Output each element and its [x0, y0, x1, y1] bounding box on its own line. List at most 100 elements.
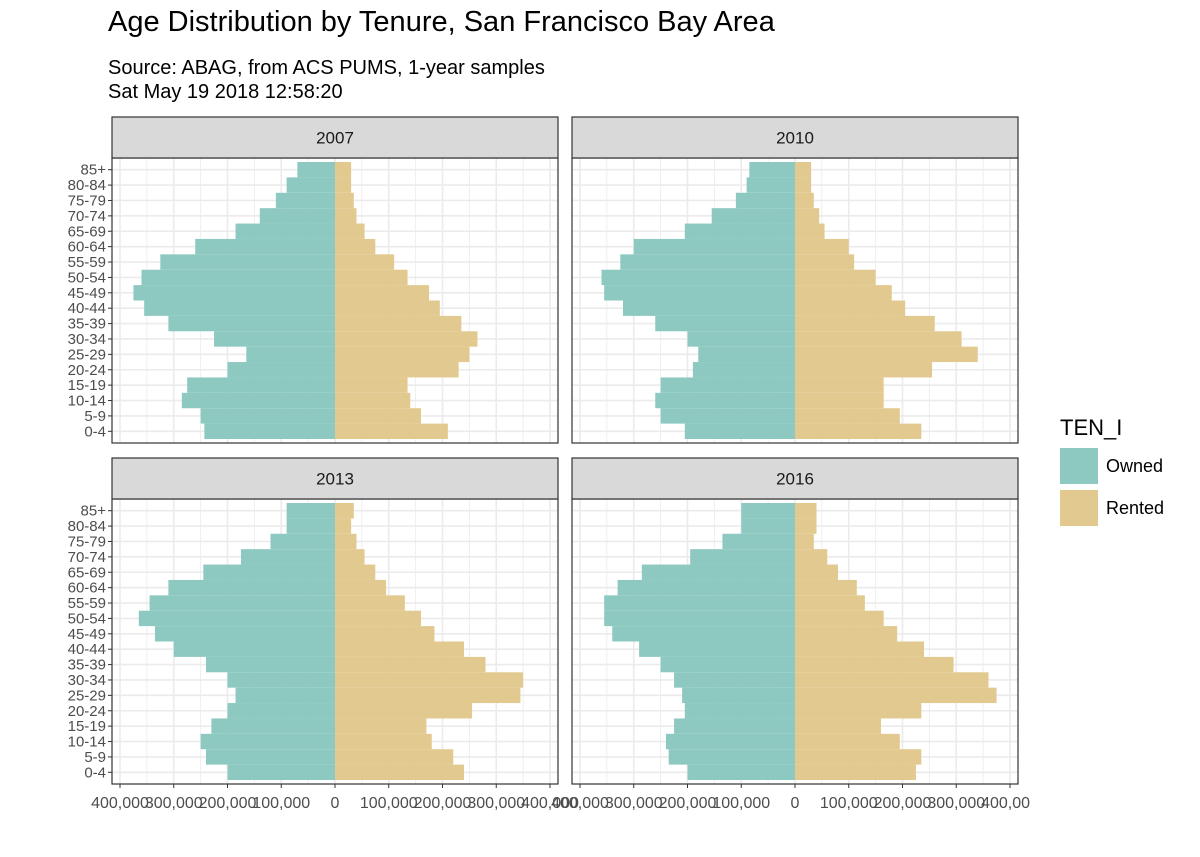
- bar-rented-2010-35-39: [795, 315, 935, 332]
- y-tick-label: 40-44: [68, 300, 106, 317]
- facet-panel-2007: 2007 0-45-910-1415-1920-2425-2930-3435-39…: [68, 116, 559, 444]
- y-tick-label: 55-59: [68, 254, 106, 271]
- bar-owned-2007-65-69: [235, 223, 335, 239]
- x-tick-label: 100,000: [712, 795, 770, 812]
- legend-key-owned: [1060, 448, 1098, 484]
- bar-rented-2007-40-44: [335, 300, 440, 316]
- y-tick-label: 20-24: [68, 703, 106, 720]
- bar-owned-2007-25-29: [246, 346, 335, 363]
- bar-owned-2013-75-79: [270, 533, 335, 550]
- bar-rented-2016-80-84: [795, 518, 817, 534]
- bar-rented-2010-60-64: [795, 238, 849, 255]
- bar-owned-2007-20-24: [227, 362, 335, 378]
- bar-owned-2013-0-4: [227, 764, 335, 780]
- bar-owned-2010-75-79: [735, 192, 795, 209]
- bar-owned-2010-50-54: [601, 269, 795, 286]
- y-tick-label: 75-79: [68, 533, 106, 550]
- bar-rented-2007-55-59: [335, 254, 395, 270]
- bar-rented-2010-25-29: [795, 346, 978, 363]
- bar-rented-2010-80-84: [795, 177, 812, 193]
- facet-strip-label: 2013: [316, 470, 354, 489]
- bar-rented-2016-55-59: [795, 595, 865, 611]
- bar-owned-2013-5-9: [206, 749, 335, 765]
- bar-owned-2010-55-59: [620, 254, 795, 270]
- facet-strip: [571, 457, 1019, 500]
- bar-rented-2010-0-4: [795, 423, 922, 439]
- bar-rented-2013-30-34: [335, 672, 524, 688]
- bar-owned-2007-40-44: [144, 300, 335, 316]
- bar-rented-2016-15-19: [795, 718, 881, 734]
- facet-panel-2010: 2010: [571, 116, 1019, 444]
- facet-strip: [111, 116, 559, 159]
- legend-key-rented: [1060, 490, 1098, 526]
- bar-rented-2016-60-64: [795, 579, 857, 596]
- bar-rented-2013-45-49: [335, 626, 435, 642]
- bar-rented-2007-25-29: [335, 346, 470, 363]
- bar-owned-2007-45-49: [133, 285, 335, 301]
- bar-owned-2013-20-24: [227, 703, 335, 719]
- bar-rented-2013-65-69: [335, 564, 376, 580]
- bar-rented-2016-50-54: [795, 610, 884, 627]
- legend-item-rented: Rented: [1060, 489, 1164, 527]
- subtitle-source: Source: ABAG, from ACS PUMS, 1-year samp…: [108, 57, 545, 79]
- bar-owned-2010-0-4: [684, 423, 795, 439]
- bar-owned-2010-30-34: [687, 331, 795, 347]
- bar-rented-2013-40-44: [335, 641, 464, 657]
- bar-owned-2010-85+: [749, 162, 795, 178]
- y-tick-label: 35-39: [68, 316, 106, 333]
- bar-owned-2016-40-44: [639, 641, 795, 657]
- bar-rented-2013-15-19: [335, 718, 427, 734]
- y-tick-label: 70-74: [68, 208, 106, 225]
- bar-owned-2007-10-14: [181, 392, 335, 409]
- bar-owned-2016-0-4: [687, 764, 795, 780]
- bar-owned-2010-60-64: [633, 238, 795, 255]
- bar-rented-2010-70-74: [795, 208, 820, 224]
- bar-rented-2013-85+: [335, 503, 354, 519]
- bar-owned-2007-60-64: [195, 238, 335, 255]
- facet-strip-label: 2016: [776, 470, 814, 489]
- bar-rented-2007-70-74: [335, 208, 357, 224]
- x-tick-label: 100,000: [252, 795, 310, 812]
- bar-owned-2016-65-69: [641, 564, 795, 580]
- facet-strip-label: 2010: [776, 129, 814, 148]
- bar-owned-2010-70-74: [711, 208, 795, 224]
- bar-rented-2007-10-14: [335, 392, 411, 409]
- y-tick-label: 10-14: [68, 393, 106, 410]
- bar-rented-2010-55-59: [795, 254, 855, 270]
- bar-rented-2013-50-54: [335, 610, 421, 627]
- bar-rented-2016-70-74: [795, 549, 828, 565]
- bar-rented-2007-85+: [335, 162, 352, 178]
- bar-owned-2016-70-74: [690, 549, 795, 565]
- bar-rented-2010-65-69: [795, 223, 825, 239]
- bar-rented-2007-30-34: [335, 331, 478, 347]
- bar-owned-2016-60-64: [617, 579, 795, 596]
- bar-rented-2010-50-54: [795, 269, 876, 286]
- x-tick-label: 100,000: [360, 795, 418, 812]
- bar-rented-2016-75-79: [795, 533, 814, 550]
- bar-rented-2013-20-24: [335, 703, 473, 719]
- bar-owned-2016-45-49: [612, 626, 795, 642]
- bar-rented-2010-85+: [795, 162, 812, 178]
- bar-rented-2007-50-54: [335, 269, 408, 286]
- bar-owned-2016-55-59: [604, 595, 795, 611]
- bar-rented-2007-20-24: [335, 362, 459, 378]
- bar-owned-2013-25-29: [235, 687, 335, 704]
- bar-rented-2016-10-14: [795, 733, 900, 750]
- bar-rented-2016-45-49: [795, 626, 898, 642]
- y-tick-label: 25-29: [68, 346, 106, 363]
- y-tick-label: 70-74: [68, 549, 106, 566]
- y-tick-label: 30-34: [68, 672, 106, 689]
- x-tick-label: 400,000: [91, 795, 149, 812]
- bar-owned-2010-35-39: [655, 315, 795, 332]
- bar-rented-2007-75-79: [335, 192, 354, 209]
- y-tick-label: 65-69: [68, 223, 106, 240]
- bar-owned-2016-35-39: [660, 656, 795, 673]
- chart-subtitle: Source: ABAG, from ACS PUMS, 1-year samp…: [108, 56, 545, 104]
- bar-rented-2013-10-14: [335, 733, 432, 750]
- y-tick-label: 30-34: [68, 331, 106, 348]
- y-tick-label: 15-19: [68, 718, 106, 735]
- bar-owned-2013-50-54: [138, 610, 335, 627]
- bar-rented-2013-60-64: [335, 579, 387, 596]
- bar-rented-2016-65-69: [795, 564, 838, 580]
- bar-owned-2007-50-54: [141, 269, 335, 286]
